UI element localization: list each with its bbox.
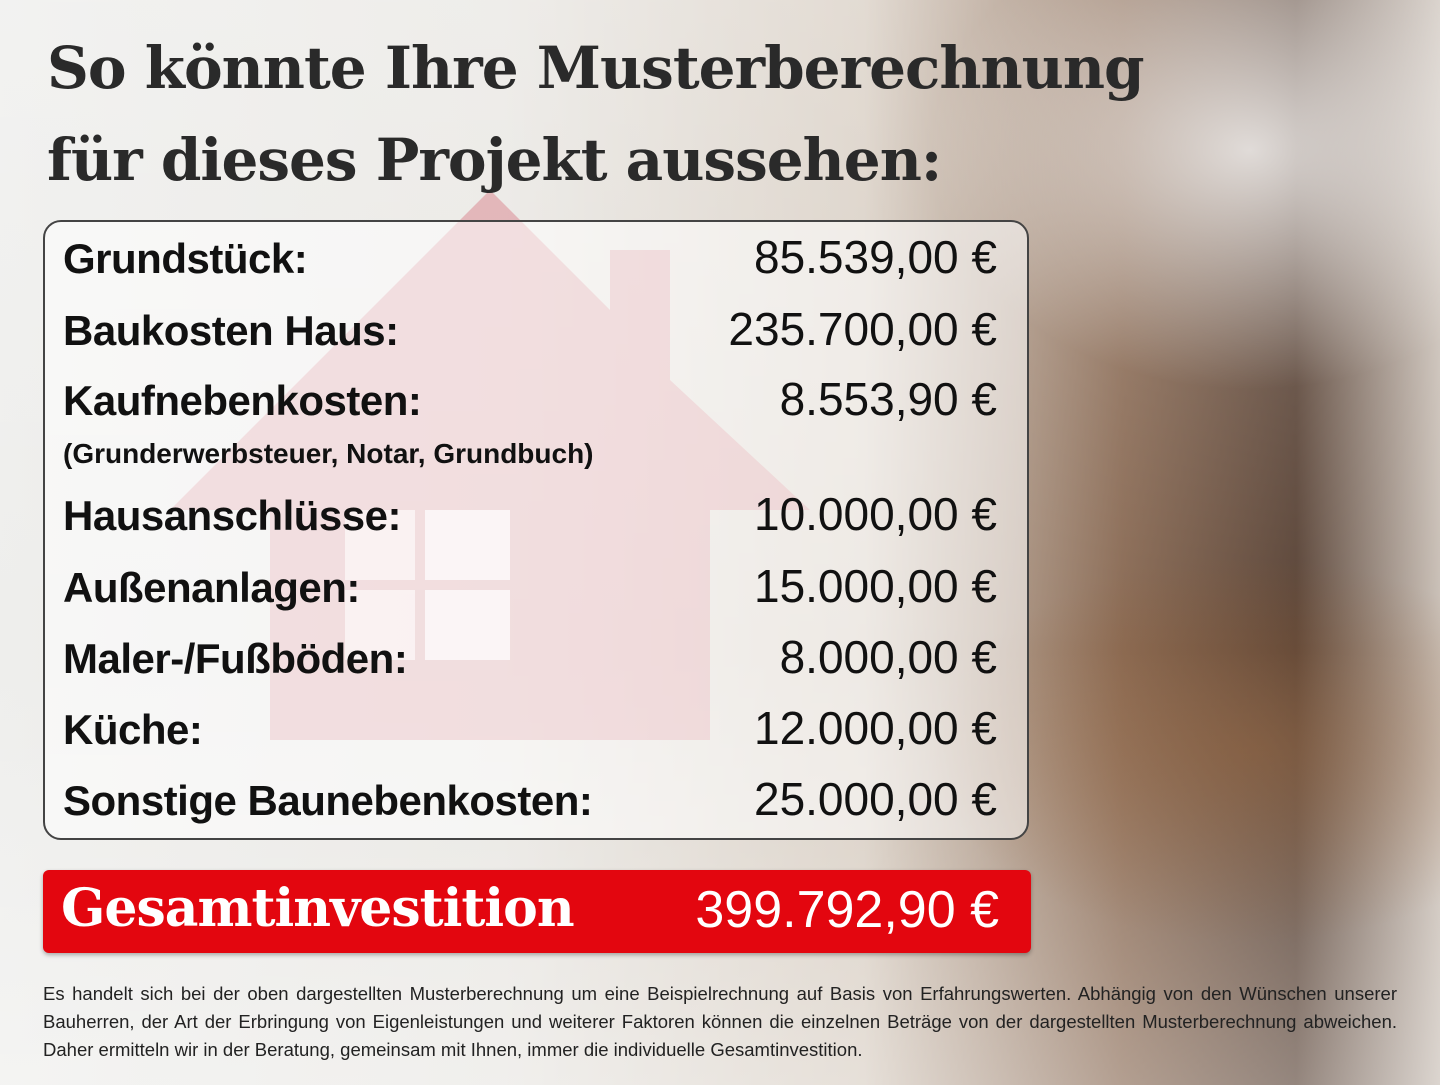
total-banner: Gesamtinvestition 399.792,90 € bbox=[43, 870, 1031, 953]
cost-value: 15.000,00 € bbox=[753, 560, 997, 612]
cost-label: Hausanschlüsse: bbox=[63, 492, 401, 539]
cost-row: Hausanschlüsse: 10.000,00 € bbox=[63, 487, 997, 541]
cost-row: Maler-/Fußböden: 8.000,00 € bbox=[63, 630, 997, 684]
disclaimer-text: Es handelt sich bei der oben dargestellt… bbox=[43, 983, 1397, 1060]
cost-value: 25.000,00 € bbox=[753, 773, 997, 825]
cost-row: Küche: 12.000,00 € bbox=[63, 701, 997, 755]
cost-table: Grundstück: 85.539,00 € Baukosten Haus: 23… bbox=[43, 220, 1029, 840]
cost-value: 10.000,00 € bbox=[753, 488, 997, 540]
title-line-2: für dieses Projekt aussehen: bbox=[47, 126, 942, 194]
cost-label: Küche: bbox=[63, 706, 203, 753]
cost-value: 85.539,00 € bbox=[753, 231, 997, 283]
cost-row: Kaufnebenkosten: 8.553,90 € bbox=[63, 372, 997, 426]
cost-value: 8.000,00 € bbox=[779, 631, 997, 683]
cost-label: Außenanlagen: bbox=[63, 564, 360, 611]
page-title: So könnte Ihre Musterberechnung für diese… bbox=[47, 22, 1145, 206]
cost-label: Maler-/Fußböden: bbox=[63, 635, 408, 682]
cost-row: Außenanlagen: 15.000,00 € bbox=[63, 559, 997, 613]
total-label: Gesamtinvestition bbox=[61, 878, 575, 939]
title-line-1: So könnte Ihre Musterberechnung bbox=[47, 34, 1145, 102]
cost-label: Sonstige Baunebenkosten: bbox=[63, 777, 593, 824]
cost-row: Sonstige Baunebenkosten: 25.000,00 € bbox=[63, 772, 997, 826]
cost-note: (Grunderwerbsteuer, Notar, Grundbuch) bbox=[63, 438, 594, 469]
cost-value: 235.700,00 € bbox=[728, 303, 997, 355]
cost-label: Kaufnebenkosten: bbox=[63, 377, 422, 424]
cost-row: Grundstück: 85.539,00 € bbox=[63, 230, 997, 284]
cost-label: Grundstück: bbox=[63, 235, 308, 282]
cost-value: 8.553,90 € bbox=[779, 373, 997, 425]
cost-label: Baukosten Haus: bbox=[63, 307, 399, 354]
total-value: 399.792,90 € bbox=[695, 881, 999, 939]
cost-row: Baukosten Haus: 235.700,00 € bbox=[63, 302, 997, 356]
cost-value: 12.000,00 € bbox=[753, 702, 997, 754]
